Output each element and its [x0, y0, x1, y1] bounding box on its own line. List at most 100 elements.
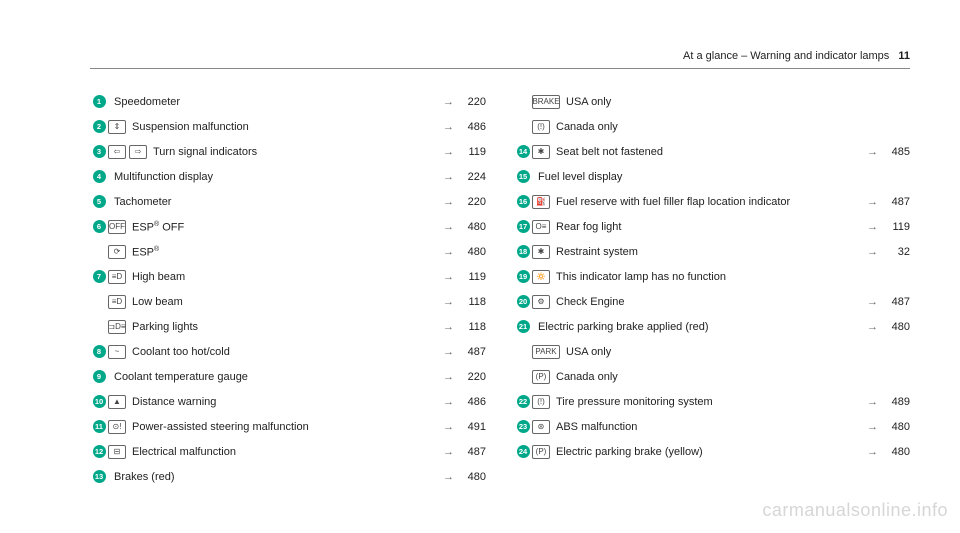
page-reference: 480 [454, 245, 486, 259]
item-label: Electrical malfunction [132, 445, 432, 459]
page-arrow-icon: → [432, 320, 454, 334]
item-label: Coolant temperature gauge [114, 370, 432, 384]
number-badge: 23 [517, 420, 530, 433]
item-number: 23 [514, 420, 532, 433]
item-number: 13 [90, 470, 108, 483]
list-item: 7≡DHigh beam→119 [90, 270, 486, 292]
page-arrow-icon: → [432, 95, 454, 109]
list-item: 21Electric parking brake applied (red)→4… [514, 320, 910, 342]
indicator-icon: (P) [532, 370, 550, 384]
page-arrow-icon: → [856, 220, 878, 234]
header-title: At a glance – Warning and indicator lamp… [683, 50, 889, 62]
number-badge: 1 [93, 95, 106, 108]
page-reference: 486 [454, 120, 486, 134]
list-item: 2⇕Suspension malfunction→486 [90, 120, 486, 142]
list-item: 10▲Distance warning→486 [90, 395, 486, 417]
item-number: 22 [514, 395, 532, 408]
item-number: 20 [514, 295, 532, 308]
page-arrow-icon: → [432, 345, 454, 359]
item-number: 24 [514, 445, 532, 458]
item-label: Suspension malfunction [132, 120, 432, 134]
item-label: ABS malfunction [556, 420, 856, 434]
item-number: 7 [90, 270, 108, 283]
indicator-icon: O≡ [532, 220, 550, 234]
indicator-icon: ⇦ [108, 145, 126, 159]
page-reference: 487 [878, 195, 910, 209]
item-number: 2 [90, 120, 108, 133]
item-number: 9 [90, 370, 108, 383]
indicator-icon: ✱ [532, 145, 550, 159]
item-label: Electric parking brake (yellow) [556, 445, 856, 459]
page-header: At a glance – Warning and indicator lamp… [683, 50, 910, 62]
indicator-icon: BRAKE [532, 95, 560, 109]
indicator-icon: ▲ [108, 395, 126, 409]
item-number: 14 [514, 145, 532, 158]
page-arrow-icon: → [856, 295, 878, 309]
number-badge: 16 [517, 195, 530, 208]
list-item: 9 Coolant temperature gauge→220 [90, 370, 486, 392]
watermark: carmanualsonline.info [762, 500, 948, 521]
icon-group: (P) [532, 445, 550, 459]
number-badge: 17 [517, 220, 530, 233]
list-item: 1 Speedometer→220 [90, 95, 486, 117]
page-reference: 119 [454, 270, 486, 284]
page-arrow-icon: → [432, 395, 454, 409]
indicator-icon: OFF [108, 220, 126, 234]
indicator-icon: PARK [532, 345, 560, 359]
number-badge: 13 [93, 470, 106, 483]
icon-group: ⊙! [108, 420, 126, 434]
item-number: 12 [90, 445, 108, 458]
page-arrow-icon: → [432, 295, 454, 309]
page-reference: 119 [454, 145, 486, 159]
number-badge: 2 [93, 120, 106, 133]
list-item: 4Multifunction display→224 [90, 170, 486, 192]
indicator-icon: ⊙! [108, 420, 126, 434]
icon-group: ⊟ [108, 445, 126, 459]
item-label: Multifunction display [114, 170, 432, 184]
icon-group: ⇦⇨ [108, 145, 147, 159]
item-label: This indicator lamp has no function [556, 270, 856, 284]
header-rule [90, 68, 910, 69]
number-badge: 3 [93, 145, 106, 158]
item-label: Brakes (red) [114, 470, 432, 484]
indicator-icon: (!) [532, 120, 550, 134]
page-arrow-icon: → [432, 370, 454, 384]
indicator-icon: ✱ [532, 245, 550, 259]
page-reference: 487 [454, 445, 486, 459]
item-label: High beam [132, 270, 432, 284]
list-item: (P)Canada only [514, 370, 910, 392]
list-item: 20⚙Check Engine→487 [514, 295, 910, 317]
page-arrow-icon: → [856, 445, 878, 459]
item-number: 10 [90, 395, 108, 408]
item-label: Restraint system [556, 245, 856, 259]
page-reference: 480 [454, 220, 486, 234]
indicator-icon: ⊛ [532, 420, 550, 434]
page-reference: 487 [454, 345, 486, 359]
number-badge: 20 [517, 295, 530, 308]
item-label: Distance warning [132, 395, 432, 409]
item-label: Speedometer [114, 95, 432, 109]
indicator-icon: ⇕ [108, 120, 126, 134]
list-item: 5Tachometer→220 [90, 195, 486, 217]
page-reference: 485 [878, 145, 910, 159]
item-label: Electric parking brake applied (red) [538, 320, 856, 334]
list-item: 15Fuel level display [514, 170, 910, 192]
content-columns: 1Speedometer→2202⇕Suspension malfunction… [90, 95, 910, 495]
page-reference: 480 [878, 320, 910, 334]
item-label: Coolant too hot/cold [132, 345, 432, 359]
number-badge: 14 [517, 145, 530, 158]
page-reference: 220 [454, 370, 486, 384]
page-arrow-icon: → [432, 170, 454, 184]
icon-group: ▲ [108, 395, 126, 409]
list-item: PARKUSA only [514, 345, 910, 367]
page-reference: 32 [878, 245, 910, 259]
indicator-icon: ⚙ [532, 295, 550, 309]
list-item: ≡DLow beam→118 [90, 295, 486, 317]
icon-group: (!) [532, 120, 550, 134]
icon-group: O≡ [532, 220, 550, 234]
page-arrow-icon: → [856, 245, 878, 259]
item-label: Fuel reserve with fuel filler flap locat… [556, 195, 856, 209]
page-reference: 220 [454, 95, 486, 109]
list-item: 12⊟Electrical malfunction→487 [90, 445, 486, 467]
page-arrow-icon: → [432, 145, 454, 159]
